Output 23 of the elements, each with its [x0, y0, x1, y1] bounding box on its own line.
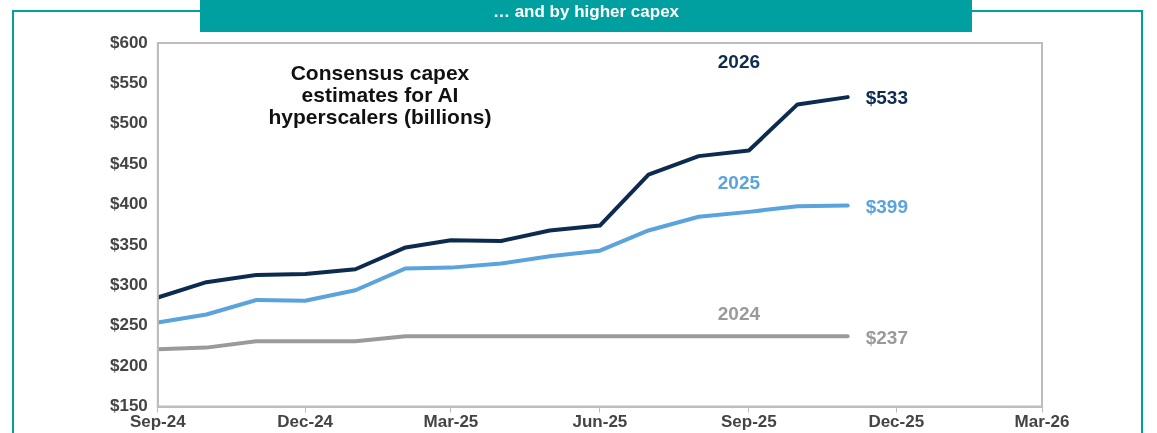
data-label: $237 [865, 326, 908, 348]
data-label: $533 [865, 87, 908, 109]
y-tick-label: $400 [109, 194, 148, 214]
x-tick-label: Dec-24 [277, 412, 334, 432]
y-tick-label: $300 [109, 275, 148, 295]
text: 2026 [717, 51, 761, 73]
x-tick-label: Mar-26 [1014, 412, 1070, 432]
series-label: 2024 [717, 302, 761, 324]
text: Consensus capex estimates for AI hyperscalers (billions) [267, 61, 493, 128]
y-tick-label: $200 [109, 355, 148, 375]
x-tick-label: Sep-25 [721, 412, 777, 432]
y-tick-label: $450 [109, 153, 148, 173]
y-tick-label: $350 [109, 234, 148, 254]
y-tick-label: $250 [109, 315, 148, 335]
x-tick-label: Dec-25 [868, 412, 925, 432]
x-tick-label: Jun-25 [572, 412, 628, 432]
x-tick-label: Mar-25 [423, 412, 479, 432]
series-label: 2025 [717, 171, 761, 193]
y-tick-label: $600 [109, 32, 148, 52]
y-tick-label: $500 [109, 113, 148, 133]
data-label: $399 [865, 195, 908, 217]
y-tick-label: $550 [109, 73, 148, 93]
chart-title: … and by higher capex [200, 0, 972, 32]
